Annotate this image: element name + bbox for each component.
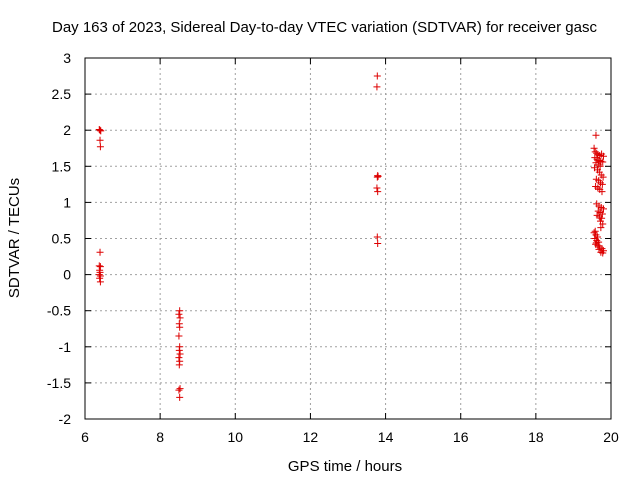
grid (85, 58, 611, 419)
data-point (95, 125, 103, 133)
y-tick-label: 0 (63, 267, 71, 283)
data-point (373, 83, 381, 91)
plot-frame (84, 57, 612, 420)
x-tick-label: 6 (81, 429, 89, 445)
y-tick-label: 2 (63, 122, 71, 138)
data-point (598, 210, 606, 218)
data-points (95, 72, 607, 401)
data-point (598, 188, 606, 196)
data-point (373, 173, 381, 181)
data-point (176, 307, 184, 315)
data-point (175, 346, 183, 354)
data-point (96, 126, 104, 134)
x-tick-label: 10 (227, 429, 243, 445)
x-axis-title: GPS time / hours (288, 458, 402, 475)
data-point (176, 350, 184, 358)
data-point (374, 188, 382, 196)
x-tick-label: 20 (603, 429, 619, 445)
axis-ticks: 6 8 10 12 14 16 18 20 -2 -1.5 -1 -0.5 0 0.5 1 1.5 2 2.5 3 (47, 50, 619, 445)
data-point (597, 224, 605, 232)
data-point (598, 214, 606, 222)
data-point (175, 386, 183, 394)
data-point (592, 239, 600, 247)
y-axis-title: SDTVAR / TECUs (6, 178, 23, 298)
y-tick-label: -2 (59, 411, 72, 427)
y-tick-label: 3 (63, 50, 71, 66)
data-point (599, 152, 607, 160)
y-tick-label: -1.5 (47, 375, 71, 391)
data-point (373, 184, 381, 192)
data-point (373, 233, 381, 241)
x-tick-label: 16 (453, 429, 469, 445)
x-tick-label: 14 (378, 429, 394, 445)
data-point (599, 173, 607, 181)
data-point (598, 180, 606, 188)
y-tick-label: 0.5 (52, 231, 72, 247)
data-point (592, 131, 600, 139)
x-tick-label: 8 (156, 429, 164, 445)
y-tick-label: 1 (63, 194, 71, 210)
data-point (175, 361, 183, 369)
data-point (591, 227, 599, 235)
data-point (374, 240, 382, 248)
data-point (97, 127, 105, 135)
data-point (176, 314, 184, 322)
data-point (599, 205, 607, 213)
data-point (590, 144, 598, 152)
y-tick-label: -1 (59, 339, 72, 355)
data-point (175, 332, 183, 340)
chart-title: Day 163 of 2023, Sidereal Day-to-day VTE… (52, 19, 597, 36)
data-point (96, 136, 104, 144)
x-tick-label: 12 (303, 429, 319, 445)
data-point (596, 162, 604, 170)
y-tick-label: -0.5 (47, 303, 71, 319)
data-point (176, 393, 184, 401)
data-point (176, 385, 184, 393)
data-point (96, 274, 104, 282)
data-point (599, 220, 607, 228)
data-point (373, 72, 381, 80)
data-point (96, 248, 104, 256)
y-tick-label: 1.5 (52, 158, 72, 174)
y-tick-label: 2.5 (52, 86, 72, 102)
data-point (96, 278, 104, 286)
data-point (599, 158, 607, 166)
data-point (176, 323, 184, 331)
x-tick-label: 18 (528, 429, 544, 445)
data-point (374, 172, 382, 180)
data-point (599, 249, 607, 257)
data-point (175, 354, 183, 362)
data-point (595, 245, 603, 253)
data-point (96, 143, 104, 151)
data-point (175, 310, 183, 318)
